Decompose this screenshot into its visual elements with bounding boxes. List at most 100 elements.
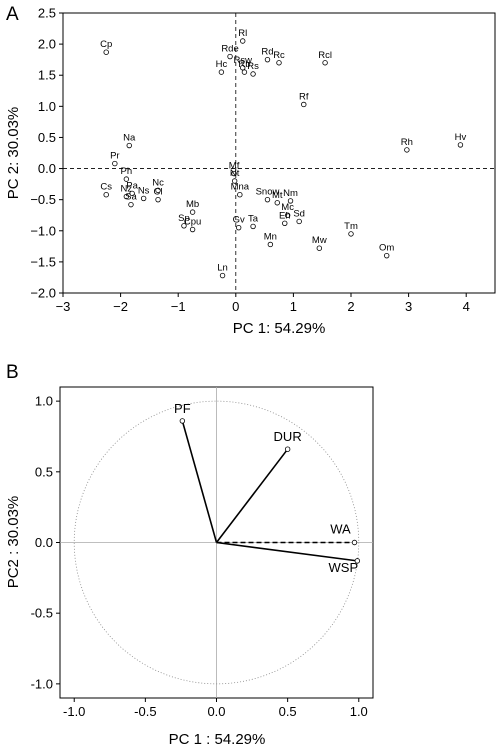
y-axis-title-a: PC 2: 30.03% [5, 107, 22, 200]
vector-label-pf: PF [174, 401, 191, 416]
data-point-om [384, 252, 390, 259]
data-point-mb [189, 209, 196, 215]
vector-label-wsp: WSP [329, 560, 359, 575]
y-axis-title-b: PC2 : 30.03% [5, 496, 22, 589]
unit-circle-b [73, 400, 360, 685]
vector-dur [215, 448, 289, 543]
data-point-ph [123, 176, 130, 182]
point-label-rde: Rde [221, 44, 238, 55]
data-point-ta [250, 223, 256, 230]
point-label-sp: Sp [178, 213, 190, 224]
panel-b: B -1.0 -0.5 0.0 0.5 1.0 1.0 0.5 0.0 -0.5 -1.0 PF D… [5, 362, 374, 748]
vector-tip-wsp [354, 558, 361, 564]
point-label-mna: Mna [231, 182, 250, 193]
point-label-na: Na [123, 133, 136, 144]
point-label-pr: Pr [110, 151, 120, 162]
point-label-hv: Hv [455, 132, 467, 143]
reference-lines-a [63, 13, 495, 293]
point-label-nz: Nz [121, 184, 133, 195]
point-label-mn: Mn [264, 231, 277, 242]
point-label-mw: Mw [312, 235, 327, 246]
panel-letter-a: A [6, 4, 19, 25]
vector-tip-pf [179, 418, 186, 424]
vector-label-dur: DUR [274, 429, 302, 444]
y-tick-label-a: 0.5 [38, 130, 56, 145]
y-tick-label-a: −1.0 [30, 223, 56, 238]
point-label-rh: Rh [401, 137, 413, 148]
x-tick-label-b: 1.0 [350, 704, 368, 719]
x-axis-title-a: PC 1: 54.29% [233, 320, 326, 337]
data-point-tm [348, 231, 354, 237]
data-point-nt [231, 178, 238, 184]
y-tick-label-b: 0.0 [35, 535, 53, 550]
data-point-nc [155, 187, 161, 194]
vector-label-wa: WA [330, 522, 351, 537]
data-point-rf [301, 101, 307, 108]
data-point-cp [103, 49, 109, 55]
data-point-gv [235, 224, 242, 231]
x-tick-label-a: −1 [171, 299, 186, 314]
data-point-sp [181, 223, 187, 229]
data-point-rde [227, 53, 233, 60]
y-tick-label-b: 0.5 [35, 464, 53, 479]
data-point-cl [155, 196, 161, 203]
point-label-rs: Rs [247, 61, 259, 72]
data-point-rc [276, 60, 282, 66]
point-label-sd: Sd [293, 208, 305, 219]
vector-tip-wa [351, 539, 358, 546]
data-point-sa [128, 201, 134, 208]
panel-a: A −3 −2 −1 0 1 2 3 42.52.01.51.00.50.0−0.5−1.0−… [5, 4, 496, 337]
point-label-nm: Nm [283, 188, 298, 199]
y-tick-label-a: 1.5 [38, 68, 56, 83]
data-point-mt [274, 200, 280, 206]
point-label-nc: Nc [152, 177, 164, 188]
point-label-cp: Cp [100, 39, 112, 50]
x-tick-label-b: -1.0 [63, 704, 85, 719]
y-tick-label-a: 1.0 [38, 99, 56, 114]
point-label-mf: Mf [229, 161, 240, 172]
point-label-rb: Rb [238, 59, 250, 70]
data-point-mna [237, 191, 243, 198]
point-label-tm: Tm [344, 221, 358, 232]
point-label-pa: Pa [126, 180, 138, 191]
data-point-nz [123, 193, 130, 200]
x-tick-label-b: 0.0 [207, 704, 225, 719]
axis-ticks-b: -1.0 -0.5 0.0 0.5 1.0 1.0 0.5 0.0 -0.5 -1.0 [31, 394, 368, 719]
vector-tip-dur [284, 446, 291, 452]
point-label-cpu: Cpu [184, 217, 201, 228]
point-label-mc: Mc [281, 202, 294, 213]
point-label-rl: Rl [238, 28, 247, 39]
point-label-gv: Gv [233, 215, 245, 226]
data-point-ln [219, 272, 226, 279]
data-point-rcl [322, 60, 328, 66]
data-point-nm [287, 198, 294, 204]
point-label-ta: Ta [248, 213, 259, 224]
y-tick-label-a: −0.5 [30, 192, 56, 207]
vector-pf [181, 420, 218, 543]
loading-vectors-b: PF DUR WA WSP [174, 401, 361, 575]
axis-ticks-a: −3 −2 −1 0 1 2 3 4 2.5 2.0 1.5 1.0 0.5 0.0 −0.5 −1.0 −1.… [30, 6, 469, 315]
data-point-mf [231, 170, 237, 177]
point-label-mb: Mb [186, 199, 199, 210]
data-point-cpu [189, 226, 196, 233]
point-label-ph: Ph [121, 166, 133, 177]
data-point-hv [457, 142, 464, 148]
y-tick-label-a: −2.0 [30, 286, 56, 301]
y-tick-label-b: 1.0 [35, 394, 53, 409]
x-tick-label-b: -0.5 [134, 704, 156, 719]
y-tick-label-a: 0.0 [38, 161, 56, 176]
point-label-ln: Ln [217, 263, 228, 274]
point-label-rf: Rf [299, 91, 309, 102]
data-point-eh [282, 220, 288, 227]
x-tick-label-a: 3 [405, 299, 412, 314]
x-tick-label-a: 0 [232, 299, 239, 314]
x-tick-label-a: 4 [463, 299, 470, 314]
data-point-na [126, 142, 132, 149]
data-point-ns [140, 195, 147, 202]
x-tick-label-b: 0.5 [279, 704, 297, 719]
data-point-pa [129, 190, 135, 197]
x-tick-label-a: 2 [347, 299, 354, 314]
data-point-pr [112, 160, 118, 167]
